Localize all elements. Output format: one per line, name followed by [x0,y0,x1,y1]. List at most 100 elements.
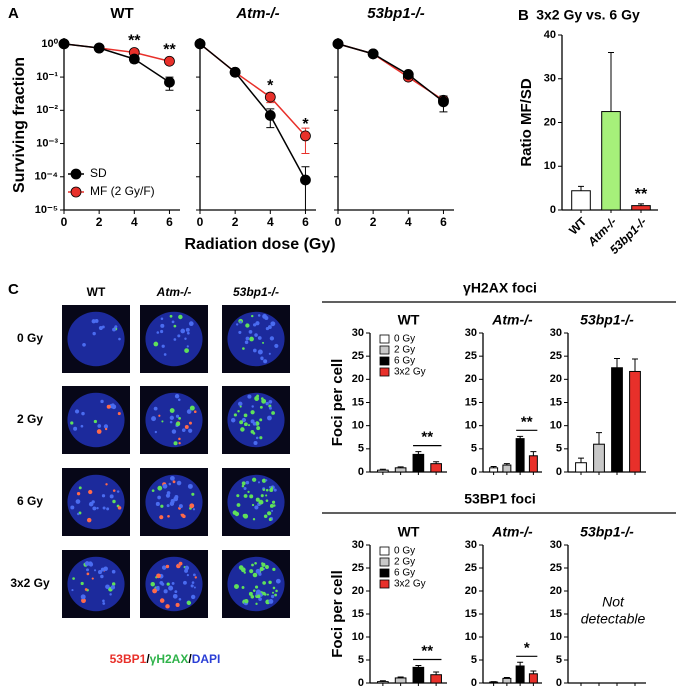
focus [254,333,258,337]
focus [157,485,163,491]
stain-label: 53BP1/γH2AX/DAPI [110,652,221,666]
bar [394,467,407,473]
focus [98,570,103,575]
chart-title: 53bp1-/- [367,5,425,22]
focus [252,589,256,592]
focus [258,572,262,576]
focus [271,500,276,504]
focus [247,394,252,399]
legend-label: MF (2 Gy/F) [90,184,155,198]
x-tick-label: 2 [96,215,103,229]
focus [91,500,95,504]
y-tick-label: 10 [352,420,364,432]
y-tick-label: 10⁻⁴ [35,171,58,183]
focus [170,499,175,504]
y-tick-label: 15 [352,396,364,408]
focus [186,600,192,606]
x-tick-label: 0 [61,215,68,229]
focus [181,428,186,432]
y-tick-label: 25 [465,562,477,574]
y-tick-label: 5 [556,654,562,666]
focus [165,604,170,609]
focus [242,347,245,350]
focus [193,410,197,413]
y-tick-label: 20 [352,373,364,385]
focus [96,429,102,434]
focus [238,330,242,334]
focus [263,514,268,519]
focus [88,561,93,566]
focus [167,514,170,518]
series-line [199,43,307,137]
focus [116,490,120,493]
focus [265,499,269,502]
bar [377,469,389,473]
significance: ** [635,186,648,203]
bar [631,205,651,211]
bar [489,681,499,684]
focus [178,416,181,420]
focus [159,580,164,585]
focus [166,504,170,508]
focus [70,421,74,425]
stain-part: γH2AX [150,652,189,666]
nucleus [67,474,125,530]
focus [254,505,259,510]
y-tick-label: 15 [550,396,562,408]
focus [106,404,111,409]
focus [184,348,189,353]
focus [255,497,260,502]
focus [241,481,246,486]
bar [629,370,641,473]
point [58,38,70,50]
focus [193,573,196,577]
focus [151,489,155,493]
y-tick-label: 30 [550,327,562,339]
legend-swatch [379,568,390,578]
chart-title: WT [398,524,420,540]
point [332,38,344,50]
focus [252,518,256,521]
focus [265,479,268,482]
focus [243,413,248,418]
bar [601,111,621,211]
point [264,110,276,121]
focus [259,436,263,440]
focus [156,573,161,579]
x-tick-label: WT [566,214,590,238]
focus [241,484,245,488]
focus [94,319,99,323]
legend-label: 6 Gy [394,568,415,579]
focus [152,588,158,594]
focus [273,488,277,492]
focus [105,584,110,590]
focus [271,509,274,512]
focus [256,426,261,431]
y-tick-label: 30 [544,73,556,85]
focus [103,424,109,429]
y-tick-label: 0 [550,204,556,216]
focus [169,420,173,424]
legend-swatch [379,367,390,377]
legend-label: 3x2 Gy [394,367,426,378]
focus [239,420,244,425]
focus [169,415,174,420]
focus [91,319,96,324]
bar [412,666,425,684]
focus [97,424,102,428]
focus [177,334,181,338]
focus [174,590,178,594]
focus [258,597,262,601]
focus [78,486,82,490]
focus [100,574,104,579]
focus [86,517,92,523]
y-tick-label: 20 [544,116,556,128]
focus [111,569,116,574]
chart-title: Atm-/- [235,5,279,22]
x-tick-label: 4 [405,215,412,229]
y-tick-label: 10 [352,631,364,643]
focus [251,405,254,408]
bar [515,665,525,684]
x-tick-label: 4 [267,215,274,229]
